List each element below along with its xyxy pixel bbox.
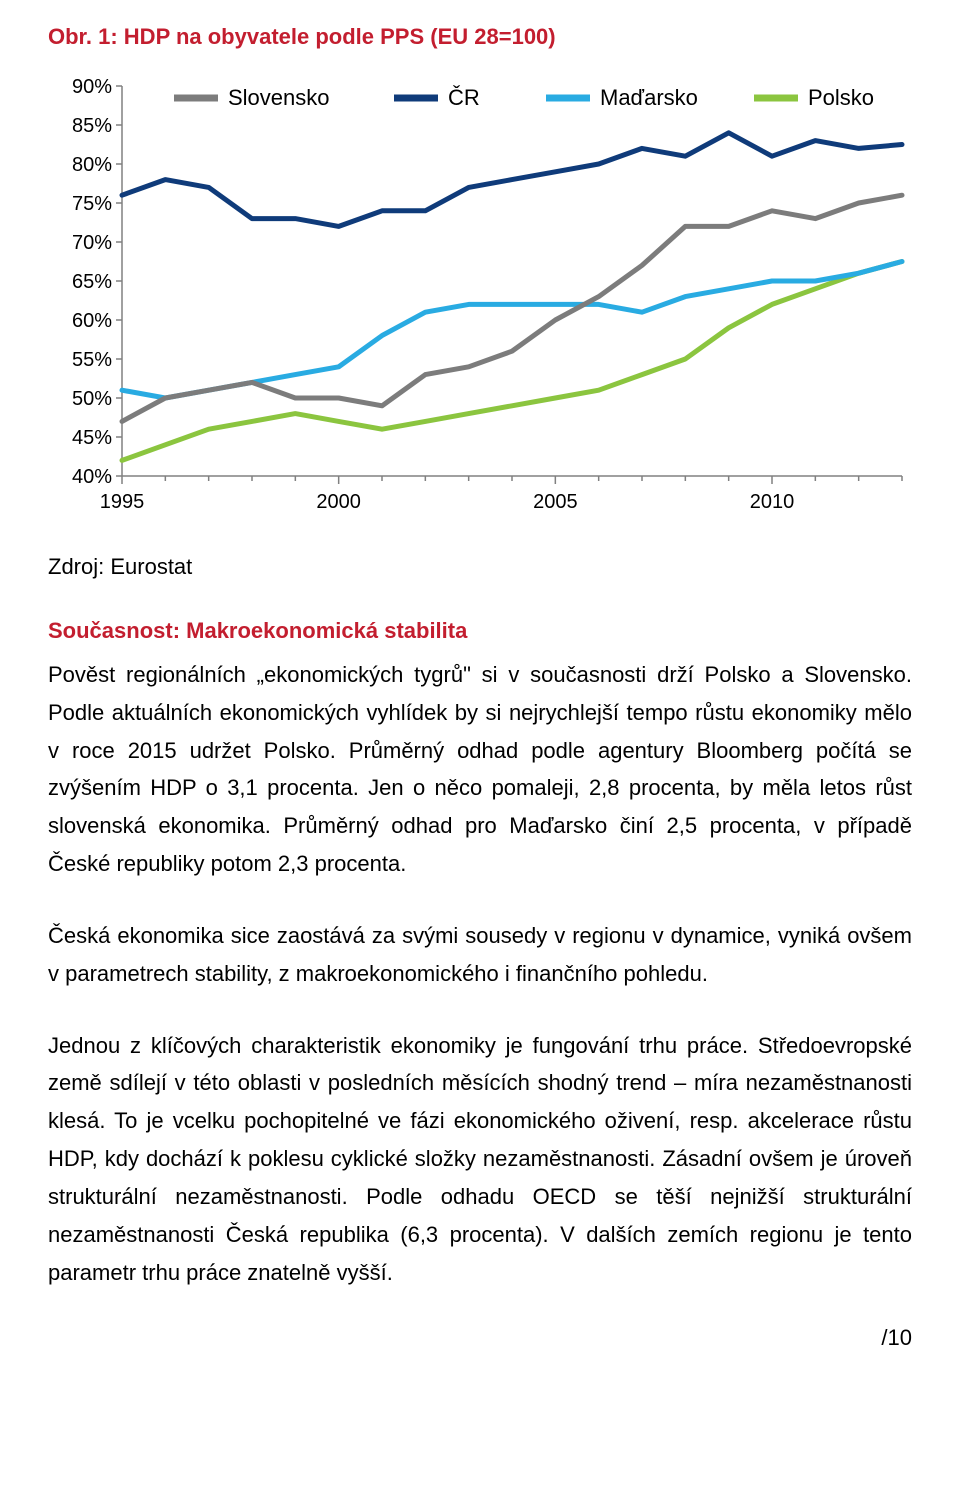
svg-text:45%: 45% — [72, 427, 112, 449]
svg-text:2010: 2010 — [750, 491, 795, 513]
svg-text:40%: 40% — [72, 466, 112, 488]
chart-source: Zdroj: Eurostat — [48, 554, 912, 580]
gdp-chart: 40% 45% 50% 55% 60% 65% 70% 75% 80% 85% 90% 1995 200… — [48, 68, 908, 528]
svg-text:75%: 75% — [72, 193, 112, 215]
series-polsko — [122, 262, 902, 461]
svg-text:80%: 80% — [72, 154, 112, 176]
chart-title: Obr. 1: HDP na obyvatele podle PPS (EU 2… — [48, 24, 912, 50]
legend-swatch-slovensko — [174, 95, 218, 102]
svg-text:90%: 90% — [72, 76, 112, 98]
legend-swatch-cr — [394, 95, 438, 102]
series-madarsko — [122, 262, 902, 399]
legend-label-slovensko: Slovensko — [228, 85, 330, 110]
section-heading: Současnost: Makroekonomická stabilita — [48, 618, 912, 644]
body-paragraph-1: Pověst regionálních „ekonomických tygrů"… — [48, 656, 912, 883]
svg-text:1995: 1995 — [100, 491, 145, 513]
svg-text:85%: 85% — [72, 115, 112, 137]
svg-text:2000: 2000 — [316, 491, 361, 513]
svg-text:2005: 2005 — [533, 491, 578, 513]
legend-label-madarsko: Maďarsko — [600, 85, 698, 110]
legend-label-cr: ČR — [448, 85, 480, 110]
gdp-line-chart-svg: 40% 45% 50% 55% 60% 65% 70% 75% 80% 85% 90% 1995 200… — [48, 68, 908, 528]
svg-text:60%: 60% — [72, 310, 112, 332]
body-paragraph-2: Česká ekonomika sice zaostává za svými s… — [48, 917, 912, 993]
svg-text:55%: 55% — [72, 349, 112, 371]
legend-swatch-polsko — [754, 95, 798, 102]
legend-swatch-madarsko — [546, 95, 590, 102]
body-paragraph-3: Jednou z klíčových charakteristik ekonom… — [48, 1027, 912, 1292]
svg-text:65%: 65% — [72, 271, 112, 293]
legend-label-polsko: Polsko — [808, 85, 874, 110]
page-number: /10 — [48, 1325, 912, 1351]
svg-text:70%: 70% — [72, 232, 112, 254]
svg-text:50%: 50% — [72, 388, 112, 410]
series-slovensko — [122, 195, 902, 421]
